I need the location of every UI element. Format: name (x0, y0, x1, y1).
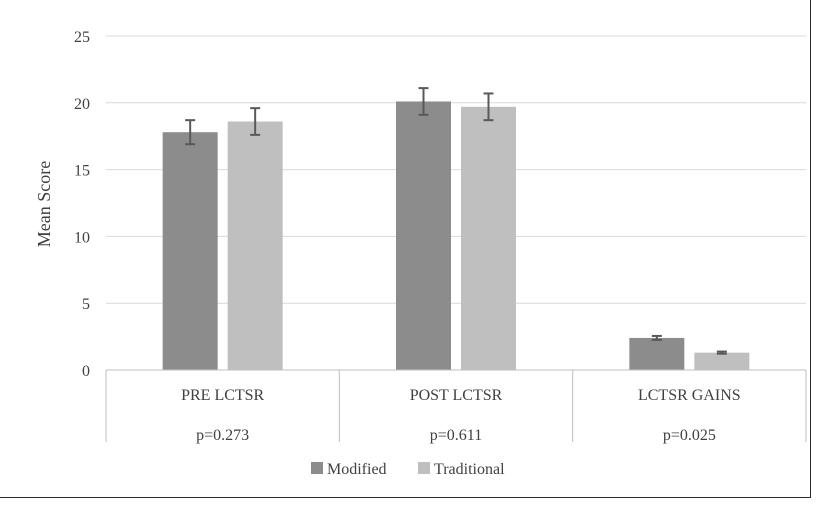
x-tick-label: POST LCTSR (410, 387, 503, 404)
bars (162, 101, 750, 371)
x-tick-label: LCTSR GAINS (638, 387, 741, 404)
bar-modified (162, 132, 218, 370)
legend-swatch-modified (311, 462, 323, 474)
category-note: p=0.611 (430, 427, 482, 444)
y-axis-ticks: 0 5 10 15 20 25 (74, 29, 90, 380)
y-axis-label: Mean Score (34, 161, 54, 247)
bar-modified (629, 337, 685, 370)
x-tick-label: PRE LCTSR (181, 387, 264, 404)
bar-modified (396, 101, 451, 371)
category-note: p=0.025 (663, 427, 716, 444)
gridlines (106, 35, 806, 304)
y-tick-label: 10 (74, 229, 90, 246)
category-note: p=0.273 (196, 427, 249, 444)
y-tick-label: 20 (74, 96, 90, 113)
y-tick-label: 25 (74, 29, 90, 46)
bar-traditional (694, 352, 750, 370)
legend-label: Modified (327, 461, 387, 478)
error-bars (185, 87, 727, 355)
y-tick-label: 0 (82, 363, 90, 380)
x-axis: PRE LCTSR p=0.273 POST LCTSR p=0.611 LCTSR G… (105, 369, 807, 444)
y-tick-label: 5 (82, 296, 90, 313)
y-tick-label: 15 (74, 163, 90, 180)
chart-frame: 0 5 10 15 20 25 Mean Score PRE LCTSR p=0.273 PO… (0, 0, 811, 498)
legend-swatch-traditional (418, 462, 430, 474)
bar-traditional (227, 121, 283, 370)
legend-label: Traditional (434, 461, 505, 478)
legend: Modified Traditional (311, 461, 505, 478)
bar-traditional (461, 106, 516, 371)
